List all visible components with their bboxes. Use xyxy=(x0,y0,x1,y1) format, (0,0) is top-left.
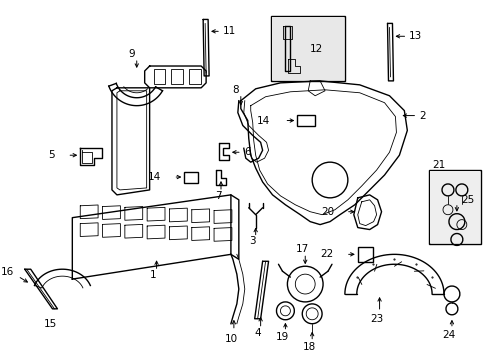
Text: 14: 14 xyxy=(257,116,270,126)
Text: 6: 6 xyxy=(244,147,250,157)
Text: 3: 3 xyxy=(249,237,256,247)
Bar xyxy=(428,170,480,244)
Text: 12: 12 xyxy=(309,44,323,54)
Bar xyxy=(357,247,372,262)
Bar xyxy=(429,171,479,243)
Text: 25: 25 xyxy=(460,195,473,205)
Text: 4: 4 xyxy=(254,328,261,338)
Text: 21: 21 xyxy=(431,160,445,170)
Text: 10: 10 xyxy=(224,334,237,343)
Text: 1: 1 xyxy=(150,270,157,280)
Text: 18: 18 xyxy=(302,342,315,351)
Text: 24: 24 xyxy=(442,330,455,339)
Text: 16: 16 xyxy=(1,267,15,277)
Text: 9: 9 xyxy=(128,49,135,59)
Bar xyxy=(270,17,344,81)
Bar xyxy=(171,69,183,84)
Bar xyxy=(189,69,201,84)
Bar xyxy=(153,69,165,84)
Bar xyxy=(271,17,343,80)
Bar xyxy=(297,114,314,126)
Text: 11: 11 xyxy=(223,26,236,36)
Text: 19: 19 xyxy=(275,332,288,342)
Text: 2: 2 xyxy=(418,111,425,121)
Text: 13: 13 xyxy=(408,31,422,41)
Text: 8: 8 xyxy=(232,85,239,95)
Text: 14: 14 xyxy=(148,172,161,182)
Text: 20: 20 xyxy=(320,207,333,217)
Bar xyxy=(184,172,198,183)
Text: 7: 7 xyxy=(214,191,221,201)
Text: 23: 23 xyxy=(369,314,383,324)
Text: 22: 22 xyxy=(320,249,333,259)
Text: 5: 5 xyxy=(48,150,54,160)
Text: 17: 17 xyxy=(295,244,308,255)
Text: 15: 15 xyxy=(44,319,57,329)
